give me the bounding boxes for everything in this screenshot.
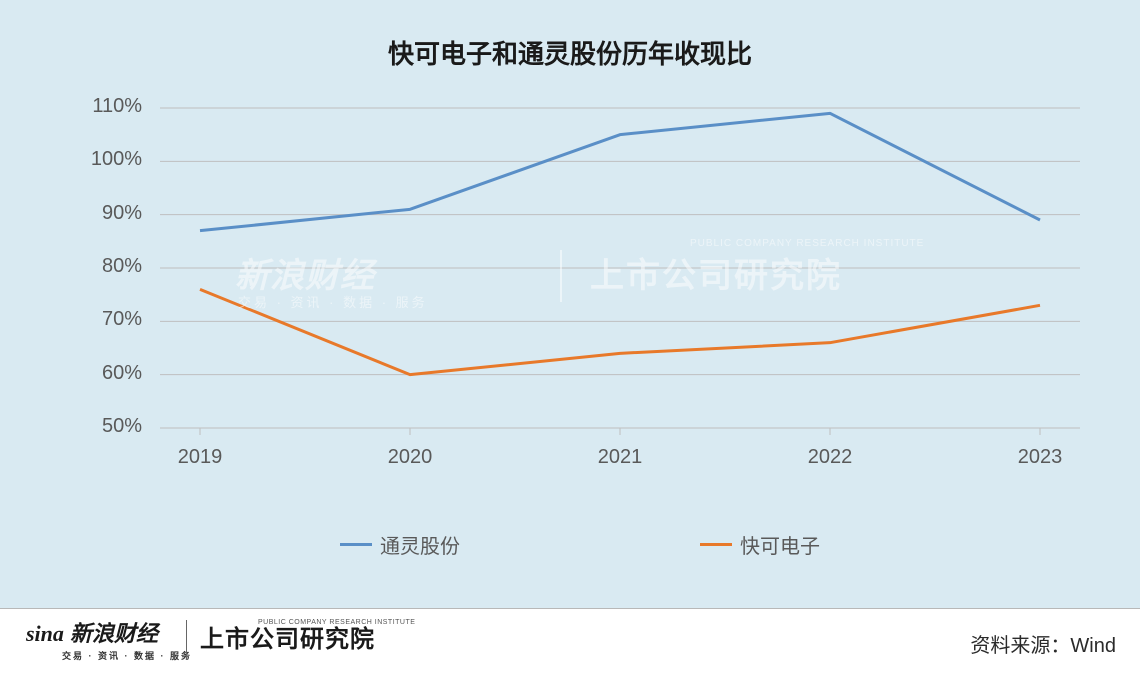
footer-sina-text: 新浪财经 [70, 621, 158, 646]
y-tick-label: 70% [0, 308, 142, 331]
y-tick-label: 50% [0, 415, 142, 438]
y-tick-label: 100% [0, 148, 142, 171]
footer-divider [186, 620, 187, 660]
series-line [200, 113, 1040, 230]
y-tick-label: 80% [0, 255, 142, 278]
legend-label: 快可电子 [740, 530, 820, 559]
x-tick-label: 2022 [790, 446, 870, 469]
legend-line-icon [700, 543, 732, 546]
legend-series-2: 快可电子 [700, 530, 820, 559]
y-tick-label: 60% [0, 362, 142, 385]
y-tick-label: 110% [0, 95, 142, 118]
footer-inst-en: PUBLIC COMPANY RESEARCH INSTITUTE [258, 619, 415, 626]
footer-sina-sub: 交易 · 资讯 · 数据 · 服务 [62, 649, 192, 662]
y-tick-label: 90% [0, 202, 142, 225]
legend-label: 通灵股份 [380, 530, 460, 559]
gridlines [0, 0, 1140, 674]
x-tick-label: 2019 [160, 446, 240, 469]
series-line [200, 289, 1040, 374]
source-text: 资料来源：Wind [970, 629, 1116, 658]
x-tick-label: 2023 [1000, 446, 1080, 469]
legend-line-icon [340, 543, 372, 546]
x-tick-label: 2021 [580, 446, 660, 469]
x-tick-label: 2020 [370, 446, 450, 469]
footer-sina-logo: sina 新浪财经 [26, 616, 158, 648]
legend-series-1: 通灵股份 [340, 530, 460, 559]
